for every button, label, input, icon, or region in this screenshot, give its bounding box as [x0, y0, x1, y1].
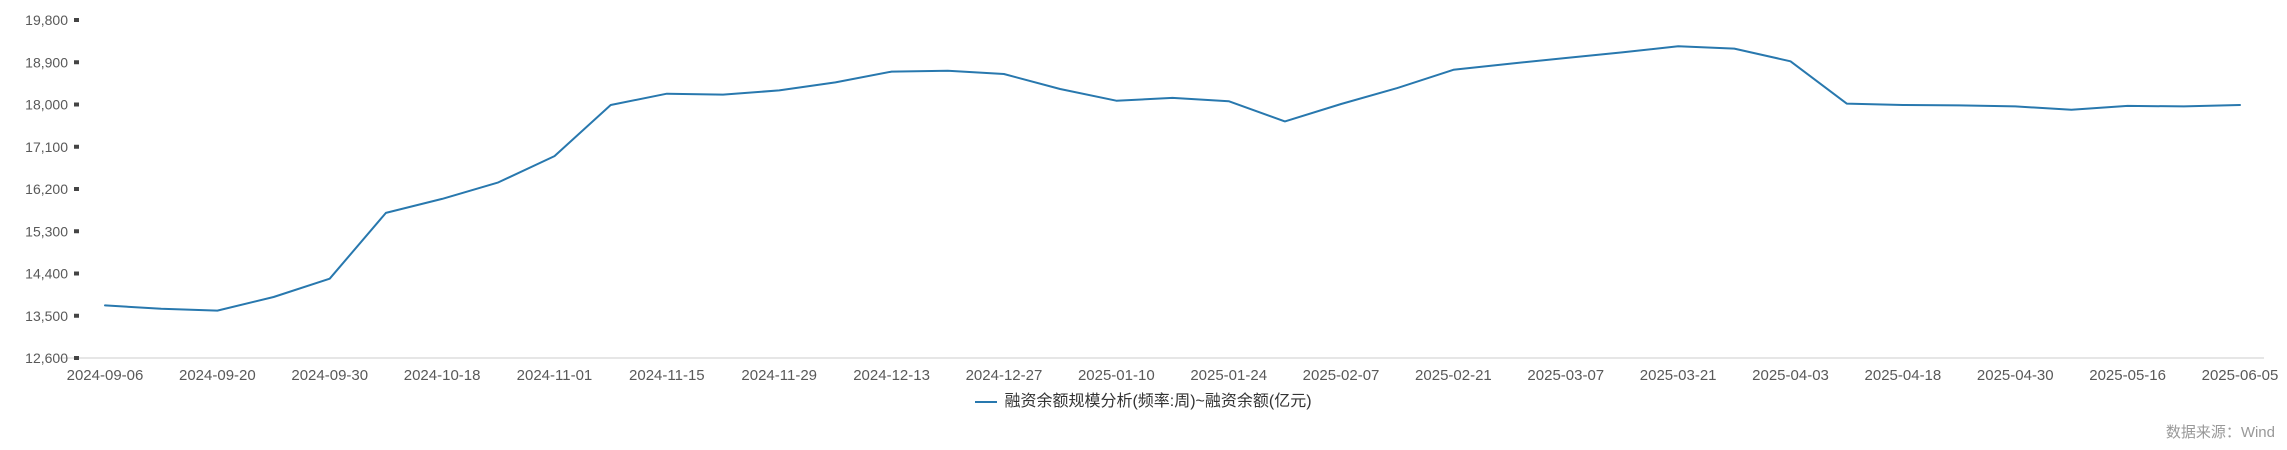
x-axis-label: 2024-12-27 [966, 367, 1043, 384]
chart-area: 19,800 18,900 18,000 17,100 16,200 15,300 14,4… [25, 12, 2279, 384]
x-axis-label: 2025-02-21 [1415, 367, 1492, 384]
y-axis-tick [74, 144, 79, 149]
y-axis-label: 12,600 [25, 350, 68, 366]
x-axis-label: 2024-10-18 [404, 367, 481, 384]
y-axis-tick [74, 313, 79, 318]
x-axis-label: 2025-03-07 [1527, 367, 1604, 384]
y-axis-tick [74, 229, 79, 234]
x-axis-label: 2025-05-16 [2089, 367, 2166, 384]
y-axis-label: 17,100 [25, 139, 68, 155]
y-axis-tick [74, 60, 79, 65]
x-axis-label: 2025-02-07 [1303, 367, 1380, 384]
x-axis-label: 2025-01-10 [1078, 367, 1155, 384]
y-axis-tick [74, 187, 79, 191]
x-axis-label: 2025-04-03 [1752, 367, 1829, 384]
x-axis-label: 2025-01-24 [1190, 367, 1267, 384]
y-axis-label: 14,400 [25, 266, 68, 282]
x-axis-label: 2024-09-20 [179, 367, 256, 384]
legend-label: 融资余额规模分析(频率:周)~融资余额(亿元) [1004, 393, 1312, 410]
data-source-label: 数据来源：Wind [2165, 424, 2275, 441]
y-axis-label: 13,500 [25, 308, 68, 324]
y-axis-label: 18,000 [25, 97, 68, 113]
x-axis-label: 2025-06-05 [2202, 367, 2279, 384]
y-axis-tick [74, 102, 79, 107]
x-axis-label: 2024-11-15 [629, 367, 705, 384]
x-axis-label: 2025-03-21 [1640, 367, 1717, 384]
y-axis-label: 16,200 [25, 181, 68, 197]
x-axis-label: 2024-12-13 [853, 367, 930, 384]
x-axis-label: 2024-09-30 [291, 367, 368, 384]
y-axis-label: 18,900 [25, 54, 68, 70]
y-axis-tick [74, 271, 79, 276]
line-series [104, 45, 2241, 312]
x-axis-label: 2025-04-30 [1977, 367, 2054, 384]
legend-line-marker [975, 400, 998, 403]
y-axis-label: 15,300 [25, 223, 68, 239]
y-axis-tick [74, 18, 79, 22]
chart-legend[interactable]: 融资余额规模分析(频率:周)~融资余额(亿元) [0, 392, 2287, 412]
x-axis-label: 2025-04-18 [1865, 367, 1942, 384]
y-axis-tick [74, 356, 79, 360]
x-axis-label: 2024-11-01 [517, 367, 593, 384]
y-axis-label: 19,800 [25, 12, 68, 28]
x-axis-label: 2024-11-29 [741, 367, 817, 384]
x-axis-label: 2024-09-06 [67, 367, 144, 384]
